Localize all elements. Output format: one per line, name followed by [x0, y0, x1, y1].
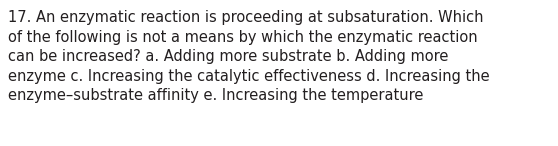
- Text: 17. An enzymatic reaction is proceeding at subsaturation. Which
of the following: 17. An enzymatic reaction is proceeding …: [8, 10, 489, 103]
